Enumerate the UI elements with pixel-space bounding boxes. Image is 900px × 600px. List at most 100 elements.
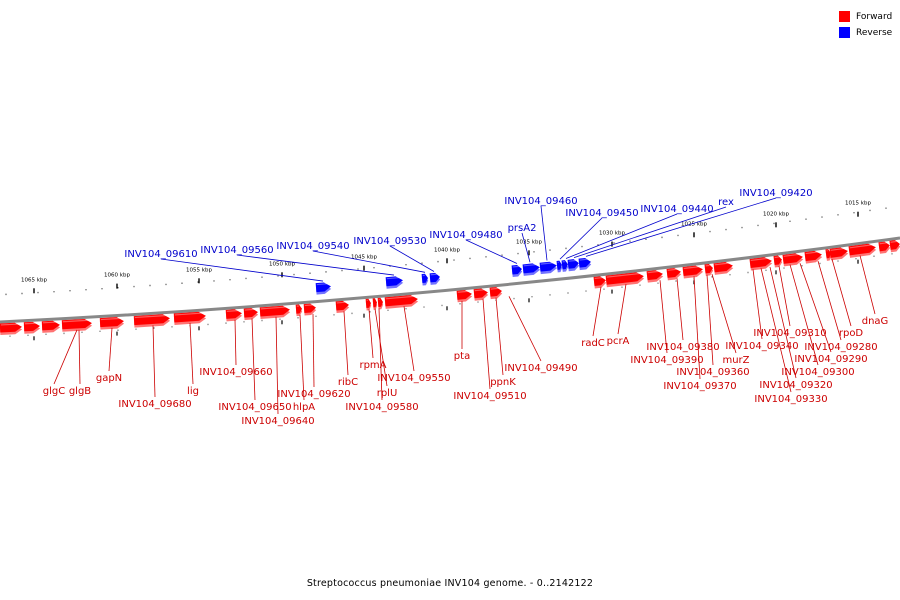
gene-label-inv104-09460: INV104_09460: [504, 196, 577, 207]
forward-genes: [0, 240, 900, 335]
gene-arrow: [173, 311, 207, 325]
leader-line-rpod: [831, 259, 852, 327]
leader-line-inv104-09320: [769, 266, 797, 379]
gene-arrow-body: [0, 322, 22, 333]
leader-line-inv104-09610: [160, 258, 324, 282]
gene-arrow: [825, 249, 832, 261]
leader-line-inv104-09640: [275, 316, 279, 415]
leader-line-pcra: [617, 283, 627, 335]
gene-label-radc: radC: [581, 338, 605, 349]
gene-arrow-highlight: [849, 244, 873, 249]
gene-arrow-body: [889, 240, 900, 250]
scale-label: 1025 kbp: [681, 221, 707, 227]
legend-reverse: Reverse: [839, 25, 892, 40]
gene-label-inv104-09540: INV104_09540: [276, 241, 349, 252]
gene-label-rpod: rpoD: [839, 328, 864, 339]
leader-line-gapn: [108, 327, 113, 372]
gene-label-ppnk: ppnK: [490, 377, 516, 388]
gene-arrow-body: [522, 263, 540, 274]
gene-arrow-body: [243, 308, 258, 318]
leader-line-inv104-09360: [706, 274, 714, 366]
gene-arrow: [41, 320, 61, 333]
gene-label-inv104-09420: INV104_09420: [739, 188, 812, 199]
scale-labels: 1065 kbp 1060 kbp 1055 kbp 1050 kbp 1045 kbp…: [21, 201, 871, 284]
gene-label-dnag: dnaG: [862, 316, 889, 327]
gene-arrow: [511, 264, 523, 277]
gene-arrow-body: [173, 311, 206, 323]
gene-arrow-body: [384, 295, 418, 307]
gene-arrow-highlight: [890, 240, 897, 243]
gene-arrow: [384, 295, 419, 309]
gene-arrow-highlight: [879, 242, 887, 245]
gene-arrow: [682, 265, 704, 279]
gene-label-inv104-09450: INV104_09450: [565, 208, 638, 219]
gene-arrow: [385, 276, 404, 289]
gene-label-hlpa: hlpA: [293, 402, 315, 413]
gene-arrow-body: [704, 263, 713, 274]
gene-arrow-body: [421, 273, 428, 284]
gene-label-ribc: ribC: [338, 377, 358, 388]
gene-arrow-highlight: [304, 304, 313, 307]
scale-label: 1055 kbp: [186, 267, 212, 273]
gene-arrow: [666, 268, 682, 281]
gene-arrow-body: [782, 253, 803, 264]
leader-line-radc: [592, 286, 602, 337]
gene-arrow-highlight: [805, 251, 819, 255]
leader-line-inv104-09440: [565, 213, 678, 259]
gene-label-inv104-09620: INV104_09620: [277, 389, 350, 400]
gene-label-inv104-09300: INV104_09300: [781, 367, 854, 378]
gene-label-inv104-09280: INV104_09280: [804, 342, 877, 353]
gene-arrow-body: [593, 276, 606, 287]
gene-label-inv104-09550: INV104_09550: [377, 373, 450, 384]
gene-arrow-highlight: [714, 262, 730, 266]
gene-label-inv104-09480: INV104_09480: [429, 230, 502, 241]
gene-arrow: [225, 309, 243, 322]
gene-arrow-body: [539, 261, 557, 272]
genome-backbone: [0, 236, 900, 324]
gene-label-inv104-09680: INV104_09680: [118, 399, 191, 410]
gene-arrow-body: [335, 300, 349, 311]
gene-label-pta: pta: [454, 351, 470, 362]
gene-arrow: [23, 321, 41, 334]
gene-label-inv104-09290: INV104_09290: [794, 354, 867, 365]
gene-arrow: [829, 247, 849, 261]
gene-label-murz: murZ: [722, 355, 749, 366]
gene-arrow-highlight: [594, 276, 603, 280]
scale-label: 1015 kbp: [845, 201, 871, 207]
gene-arrow: [335, 300, 350, 313]
gene-label-glgb: glgB: [69, 386, 91, 397]
gene-arrow-body: [829, 247, 848, 258]
gene-arrow-highlight: [336, 301, 346, 304]
scale-label: 1065 kbp: [21, 277, 47, 283]
gene-arrow: [61, 318, 93, 332]
gene-label-inv104-09560: INV104_09560: [200, 245, 273, 256]
gene-arrow-body: [372, 298, 377, 308]
leader-line-ppnk: [495, 297, 504, 376]
leader-line-inv104-09560: [236, 254, 395, 276]
gene-arrow: [889, 240, 900, 253]
gene-arrow-body: [429, 272, 440, 283]
gene-arrow: [804, 250, 823, 264]
gene-arrow-body: [133, 314, 170, 326]
gene-label-inv104-09370: INV104_09370: [663, 381, 736, 392]
gene-arrow-highlight: [385, 295, 415, 300]
gene-arrow-highlight: [830, 247, 845, 251]
scale-label: 1030 kbp: [599, 231, 625, 237]
gene-arrow-body: [749, 257, 772, 269]
gene-arrow-body: [489, 287, 502, 297]
gene-arrow-body: [848, 243, 876, 256]
gene-arrow: [315, 282, 332, 295]
leader-line-inv104-09310: [778, 265, 791, 327]
leader-line-murz: [711, 274, 737, 354]
gene-label-inv104-09510: INV104_09510: [453, 391, 526, 402]
gene-label-inv104-09390: INV104_09390: [630, 355, 703, 366]
gene-arrow-highlight: [512, 265, 519, 268]
scale-label: 1040 kbp: [434, 247, 460, 253]
gene-label-rpma: rpmA: [359, 360, 386, 371]
gene-arrow-body: [578, 257, 591, 268]
gene-arrow-highlight: [750, 257, 769, 262]
gene-label-pcra: pcrA: [607, 336, 630, 347]
gene-arrow-body: [315, 282, 331, 293]
gene-arrow-body: [385, 276, 403, 287]
